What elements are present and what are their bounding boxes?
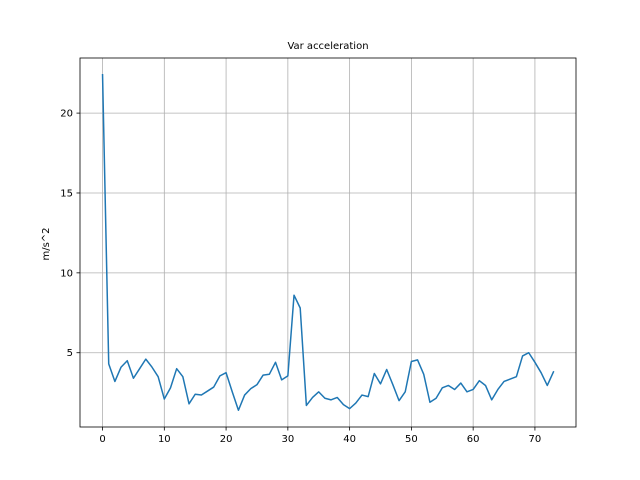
y-tick-label: 10 <box>60 268 73 279</box>
y-tick-label: 20 <box>60 109 73 120</box>
y-tick-label: 15 <box>60 188 73 199</box>
x-tick-label: 30 <box>281 434 294 445</box>
y-axis-label: m/s^2 <box>41 227 52 260</box>
plot-area: 0 10 20 30 40 50 60 70 5 10 15 20 <box>60 57 577 445</box>
y-tick-label: 5 <box>67 348 73 359</box>
x-tick-label: 60 <box>467 434 480 445</box>
x-tick-label: 0 <box>99 434 105 445</box>
axes-frame <box>79 57 577 428</box>
chart-title: Var acceleration <box>287 41 368 52</box>
x-tick-label: 50 <box>405 434 418 445</box>
x-tick-label: 10 <box>158 434 171 445</box>
x-tick-label: 20 <box>220 434 233 445</box>
x-tick-label: 70 <box>529 434 542 445</box>
x-tick-label: 40 <box>343 434 356 445</box>
data-series-line <box>101 74 555 411</box>
